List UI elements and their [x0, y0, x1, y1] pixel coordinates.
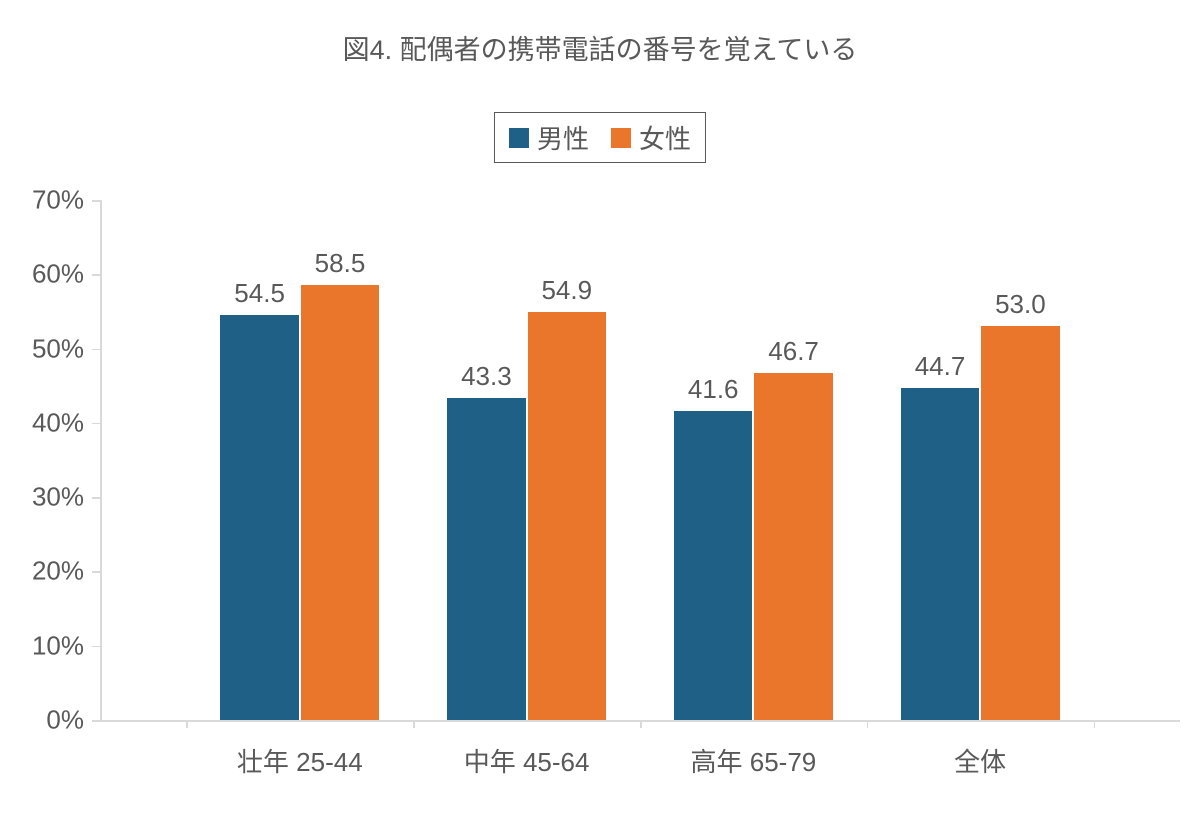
- y-tick-mark: [92, 571, 100, 573]
- legend-swatch-male: [509, 128, 529, 148]
- bar: [981, 326, 1059, 720]
- x-tick-mark: [1094, 720, 1096, 728]
- y-tick-label: 60%: [4, 259, 84, 290]
- legend-item-female: 女性: [611, 119, 691, 156]
- y-tick-mark: [92, 497, 100, 499]
- y-tick-label: 50%: [4, 333, 84, 364]
- bar-value-label: 43.3: [461, 361, 512, 392]
- bar: [301, 285, 379, 720]
- chart-container: 図4. 配偶者の携帯電話の番号を覚えている 男性 女性 0% 10% 20% 30% 4…: [0, 0, 1200, 813]
- bar-value-label: 54.5: [234, 278, 285, 309]
- chart-title: 図4. 配偶者の携帯電話の番号を覚えている: [0, 28, 1200, 67]
- bar-value-label: 46.7: [768, 336, 819, 367]
- bar: [754, 373, 832, 720]
- y-tick-label: 10%: [4, 630, 84, 661]
- y-tick-mark: [92, 720, 100, 722]
- x-tick-mark: [413, 720, 415, 728]
- x-tick-label: 壮年 25-44: [237, 742, 363, 779]
- bar: [447, 398, 525, 720]
- legend-label-male: 男性: [537, 119, 589, 156]
- bar: [528, 312, 606, 720]
- y-axis-line: [100, 200, 102, 720]
- x-tick-label: 中年 45-64: [464, 742, 590, 779]
- y-tick-mark: [92, 423, 100, 425]
- x-tick-mark: [867, 720, 869, 728]
- y-tick-mark: [92, 200, 100, 202]
- y-tick-label: 0%: [4, 705, 84, 736]
- x-tick-mark: [640, 720, 642, 728]
- chart-legend: 男性 女性: [494, 112, 706, 163]
- plot-area: 0%10%20%30%40%50%60%70%壮年 25-4454.558.5中…: [100, 200, 1180, 720]
- bar: [220, 315, 298, 720]
- y-tick-label: 20%: [4, 556, 84, 587]
- x-tick-label: 高年 65-79: [691, 742, 817, 779]
- y-tick-label: 30%: [4, 482, 84, 513]
- legend-item-male: 男性: [509, 119, 589, 156]
- y-tick-mark: [92, 349, 100, 351]
- bar: [901, 388, 979, 720]
- legend-swatch-female: [611, 128, 631, 148]
- bar-value-label: 44.7: [915, 351, 966, 382]
- y-tick-mark: [92, 274, 100, 276]
- bar-value-label: 58.5: [315, 248, 366, 279]
- bar-value-label: 54.9: [541, 275, 592, 306]
- y-tick-label: 40%: [4, 407, 84, 438]
- x-tick-label: 全体: [954, 742, 1006, 779]
- y-tick-mark: [92, 646, 100, 648]
- y-tick-label: 70%: [4, 185, 84, 216]
- x-tick-mark: [186, 720, 188, 728]
- legend-label-female: 女性: [639, 119, 691, 156]
- bar-value-label: 53.0: [995, 289, 1046, 320]
- bar-value-label: 41.6: [688, 374, 739, 405]
- bar: [674, 411, 752, 720]
